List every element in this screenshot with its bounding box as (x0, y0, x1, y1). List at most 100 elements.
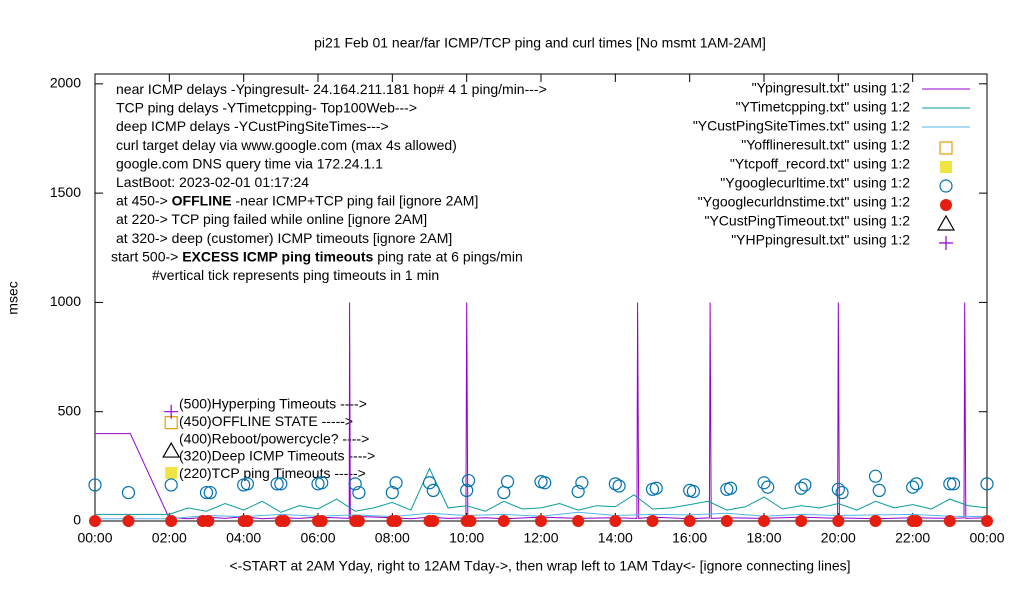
x-tick-label: 08:00 (375, 530, 410, 546)
point-shape (939, 179, 953, 193)
point (88, 478, 102, 492)
point (202, 515, 215, 527)
point-shape (612, 479, 626, 493)
point (461, 473, 476, 488)
point (936, 214, 956, 231)
point-shape (315, 476, 329, 490)
point (89, 515, 101, 527)
point-shape (723, 481, 738, 495)
point (422, 476, 437, 490)
point (164, 478, 178, 492)
note-part: LastBoot: 2023-02-01 01:17:24 (116, 174, 309, 190)
point-shape (761, 480, 775, 494)
point-shape (940, 199, 952, 211)
point (203, 485, 217, 500)
point (572, 515, 585, 527)
point (686, 484, 700, 499)
point (939, 236, 953, 250)
point-shape (571, 484, 585, 499)
point (575, 476, 589, 490)
point (798, 478, 812, 492)
point-shape (389, 476, 403, 490)
y-tick-label: 1500 (50, 184, 81, 200)
point-shape (720, 515, 733, 527)
point-shape (831, 482, 845, 496)
point (980, 477, 994, 491)
point-shape (683, 515, 696, 527)
point-shape (422, 476, 437, 490)
point (348, 477, 362, 491)
point (831, 482, 845, 496)
marker-label: (400)Reboot/powercycle? ----> (179, 430, 369, 446)
note-part: deep ICMP delays -YCustPingSiteTimes---> (116, 118, 389, 134)
note-part: at 450-> (116, 192, 172, 208)
note: LastBoot: 2023-02-01 01:17:24 (116, 174, 309, 190)
series-line (95, 302, 988, 520)
legend-label: "Ygooglecurldnstime.txt" using 1:2 (698, 194, 910, 210)
point (946, 477, 961, 491)
point-shape (461, 473, 476, 488)
point-shape (202, 515, 215, 527)
marker-label: (220)TCP ping Timeouts -----> (179, 465, 366, 481)
point (939, 141, 953, 155)
legend-label: "YHPpingresult.txt" using 1:2 (731, 232, 910, 248)
point (612, 479, 626, 493)
point-shape (946, 477, 961, 491)
point-shape (939, 236, 953, 250)
note-part: OFFLINE (172, 192, 232, 208)
point (981, 515, 993, 527)
point (538, 476, 552, 490)
point-shape (270, 477, 284, 491)
note: google.com DNS query time via 172.24.1.1 (116, 155, 383, 171)
point-shape (390, 515, 403, 527)
note-part: google.com DNS query time via 172.24.1.1 (116, 155, 383, 171)
point-shape (686, 484, 700, 499)
point-shape (500, 475, 515, 489)
point-shape (426, 483, 440, 497)
point-shape (278, 515, 291, 527)
note: start 500-> EXCESS ICMP ping timeouts pi… (111, 248, 523, 264)
point (943, 477, 957, 491)
point-shape (939, 141, 953, 155)
x-tick-label: 12:00 (523, 530, 558, 546)
point-shape (315, 515, 328, 527)
point (906, 480, 920, 494)
point (758, 515, 770, 527)
point (571, 484, 585, 499)
series-line (95, 467, 988, 515)
point-shape (835, 485, 849, 500)
point-shape (646, 515, 659, 527)
point (649, 481, 663, 495)
x-tick-label: 22:00 (895, 530, 930, 546)
point-shape (538, 476, 552, 490)
point-shape (535, 515, 547, 527)
note: TCP ping delays -YTimetcpping- Top100Web… (116, 99, 417, 115)
point-shape (165, 466, 178, 479)
point-shape (608, 477, 622, 491)
point (939, 179, 953, 193)
note: near ICMP delays -Ypingresult- 24.164.21… (116, 81, 547, 97)
point (274, 477, 288, 491)
point-shape (869, 515, 882, 527)
point (910, 515, 923, 527)
point (390, 515, 403, 527)
point-shape (352, 515, 365, 527)
point-shape (832, 515, 845, 527)
point-shape (122, 515, 135, 527)
point (609, 515, 622, 527)
point-shape (241, 515, 254, 527)
point (723, 481, 738, 495)
point (315, 515, 328, 527)
point (241, 515, 254, 527)
point-shape (868, 469, 883, 483)
note-part: TCP ping delays -YTimetcpping- Top100Web… (116, 99, 417, 115)
point (500, 475, 515, 489)
note-part: start 500-> (111, 248, 182, 264)
point-shape (980, 477, 994, 491)
point (464, 515, 477, 527)
point (872, 483, 886, 497)
marker-label: (450)OFFLINE STATE -----> (179, 413, 353, 429)
note: at 320-> deep (customer) ICMP timeouts [… (116, 230, 452, 246)
note-part: near ICMP delays -Ypingresult- 24.164.21… (116, 81, 547, 97)
